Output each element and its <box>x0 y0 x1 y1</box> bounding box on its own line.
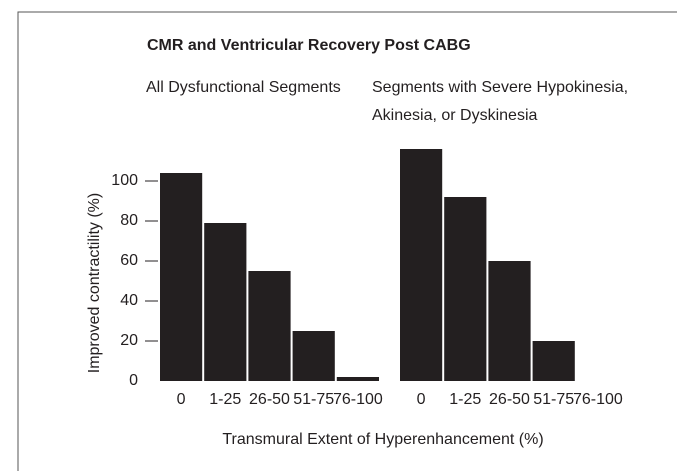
panel-subtitle: Segments with Severe Hypokinesia, <box>372 79 628 96</box>
bar <box>160 173 203 381</box>
bar <box>532 341 575 381</box>
frame <box>17 11 677 471</box>
bar <box>248 271 291 381</box>
bar <box>336 377 379 381</box>
bar <box>488 261 531 381</box>
panel-subtitle: All Dysfunctional Segments <box>146 79 341 96</box>
x-tick-label: 76-100 <box>573 391 623 408</box>
panel-subtitle: Akinesia, or Dyskinesia <box>372 107 538 124</box>
chart-title: CMR and Ventricular Recovery Post CABG <box>147 37 471 54</box>
x-tick-label: 26-50 <box>249 391 290 408</box>
y-tick-label: 60 <box>120 252 138 269</box>
x-tick-label: 1-25 <box>209 391 241 408</box>
x-axis-label: Transmural Extent of Hyperenhancement (%… <box>222 431 543 448</box>
y-axis-label: Improved contractility (%) <box>86 193 103 374</box>
y-tick-label: 20 <box>120 332 138 349</box>
y-tick-label: 40 <box>120 292 138 309</box>
y-tick-label: 0 <box>129 372 138 389</box>
x-tick-label: 51-75 <box>533 391 574 408</box>
x-tick-label: 76-100 <box>333 391 383 408</box>
bar <box>444 197 487 381</box>
bar <box>292 331 335 381</box>
x-tick-label: 1-25 <box>449 391 481 408</box>
bar <box>400 149 443 381</box>
y-tick-label: 80 <box>120 212 138 229</box>
x-tick-label: 51-75 <box>293 391 334 408</box>
x-tick-label: 26-50 <box>489 391 530 408</box>
bar <box>204 223 247 381</box>
y-tick-label: 100 <box>111 172 138 189</box>
x-tick-label: 0 <box>417 391 426 408</box>
x-tick-label: 0 <box>177 391 186 408</box>
